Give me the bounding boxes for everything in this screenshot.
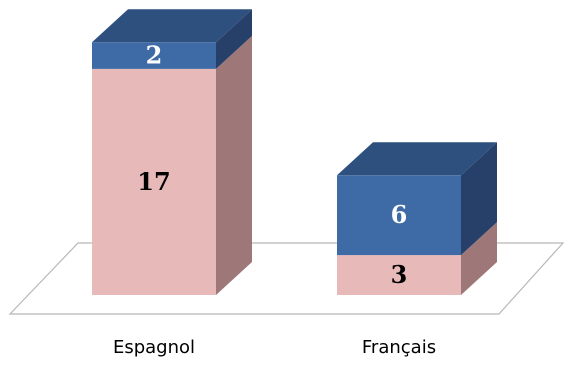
bar-espagnol-segment-0 [92,68,216,296]
bar-francais-segment-1 [337,175,461,256]
bar-espagnol-top-face [92,9,252,43]
data-label-espagnol-segment-0: 17 [137,167,170,196]
category-label-francais: Français [362,337,436,358]
data-label-francais-segment-0: 3 [391,260,408,289]
data-label-espagnol-segment-1: 2 [146,41,163,70]
bar-francais-segment-0-side [461,222,497,295]
bar-francais-top-face [337,142,497,176]
category-labels: Espagnol Français [113,337,436,358]
bar-espagnol-segment-1-side [216,9,252,69]
bars-group: 17 2 3 6 [92,9,497,296]
category-label-espagnol: Espagnol [113,337,195,358]
data-label-francais-segment-1: 6 [391,200,408,229]
bar-espagnol-segment-0-side [216,35,252,296]
bar-espagnol-segment-1 [92,42,216,69]
bar-francais-segment-1-side [461,142,497,256]
bar-francais-segment-0 [337,255,461,295]
